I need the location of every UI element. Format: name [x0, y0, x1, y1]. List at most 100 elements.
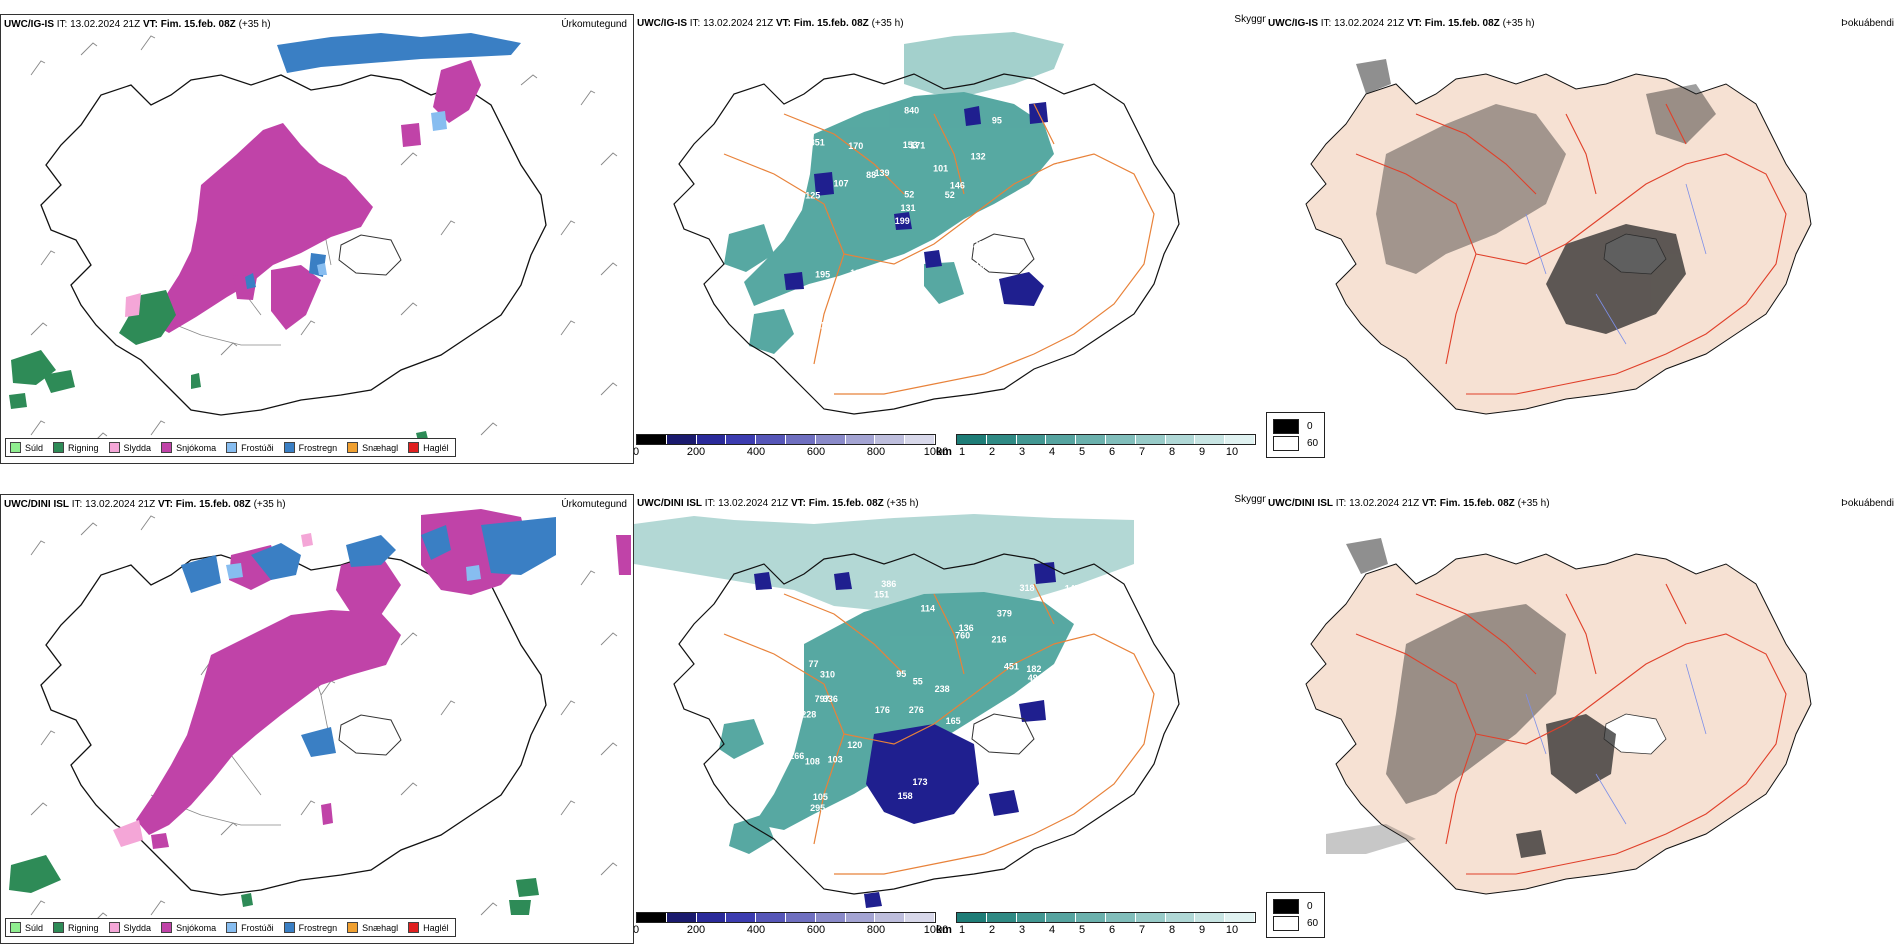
model-name: UWC/IG-IS [4, 19, 54, 30]
colorbar-tick: 600 [806, 924, 826, 936]
colorbar-cell [1076, 913, 1106, 922]
legend-label: Snjókoma [176, 442, 217, 453]
ceiling-value-label: 265 [800, 615, 815, 625]
legend-item: Snjókoma [161, 922, 216, 933]
ceiling-value-label: 797 [815, 694, 830, 704]
visibility-unit: km [936, 924, 952, 936]
fog-legend-row: 60 [1273, 436, 1318, 451]
panel-title: Úrkomutegund [561, 19, 627, 30]
ceiling-labels: 153 125 247 199 132 176 153 101 195 139 338 288 171 1… [793, 106, 1098, 340]
ceiling-value-label: 176 [980, 762, 995, 772]
colorbar-cell [845, 913, 876, 922]
rain-area [9, 855, 539, 915]
ceiling-value-label: 132 [971, 151, 986, 161]
fog-legend-row: 60 [1273, 916, 1318, 931]
fog-panel-top: UWC/IG-IS IT: 13.02.2024 21Z VT: Fim. 15… [1266, 14, 1900, 464]
fog-swatch [1273, 419, 1299, 434]
frz-rain-area [181, 517, 556, 757]
ceiling-value-label: 310 [820, 670, 835, 680]
legend-swatch [161, 922, 173, 933]
colorbar-cell [1195, 435, 1226, 444]
snow-area [151, 60, 481, 333]
ceiling-value-label: 386 [881, 579, 896, 589]
colorbar-tick: 3 [1018, 446, 1026, 458]
legend-label: Rigning [68, 442, 99, 453]
valid-time: Fim. 15.feb. 08Z [1424, 18, 1500, 29]
ceiling-value-label: 136 [1051, 674, 1066, 684]
fog-swatch [1273, 916, 1299, 931]
ceiling-map-top: 153 125 247 199 132 176 153 101 195 139 338 288 171 1… [673, 32, 1180, 415]
legend-swatch [347, 442, 359, 453]
colorbar-tick: 7 [1138, 924, 1146, 936]
ceiling-value-label: 760 [955, 630, 970, 640]
ceiling-value-label: 103 [828, 754, 843, 764]
ceiling-value-label: 195 [815, 270, 830, 280]
ceiling-value-label: 288 [841, 296, 856, 306]
ceiling-value-label: 840 [901, 285, 916, 295]
fog-legend-label: 60 [1307, 918, 1319, 929]
model-name: UWC/DINI ISL [637, 498, 702, 509]
legend-item: Haglél [408, 922, 449, 933]
fog-map-top [1305, 59, 1812, 415]
model-name: UWC/DINI ISL [4, 499, 69, 510]
lead-time: (+35 h) [253, 499, 286, 510]
visibility-unit: km [936, 446, 952, 458]
legend-swatch [283, 442, 295, 453]
valid-time-label: VT: [157, 499, 173, 510]
ceiling-value-label: 133 [1079, 674, 1094, 684]
ceiling-map-bottom: 386 379 287 276 165 336 265 216 228 760 238 295 151 1… [634, 514, 1180, 908]
colorbar-tick: 4 [1048, 446, 1056, 458]
ceiling-value-label: 201 [973, 239, 988, 249]
issue-time: IT: 13.02.2024 21Z [1320, 18, 1405, 29]
colorbar-cell [1105, 913, 1136, 922]
ceiling-value-label: 90 [1081, 750, 1091, 760]
colorbar-cell [1165, 435, 1196, 444]
colorbar-cell [1016, 913, 1047, 922]
ceiling-value-label: 276 [909, 705, 924, 715]
precip-map-top [9, 33, 618, 446]
ceiling-value-label: 95 [992, 116, 1002, 126]
fog-dark-areas [1356, 59, 1716, 334]
legend-swatch [226, 442, 238, 453]
ceiling-value-label: 295 [810, 803, 825, 813]
ceiling-value-label: 173 [913, 777, 928, 787]
model-name: UWC/IG-IS [637, 18, 687, 29]
colorbar-tick: 400 [746, 924, 766, 936]
ceiling-value-label: 190 [1071, 170, 1086, 180]
legend-label: Frostúði [241, 922, 274, 933]
valid-time: Fim. 15.feb. 08Z [808, 498, 884, 509]
legend-swatch [10, 442, 21, 453]
precip-type-panel-bottom: UWC/DINI ISL IT: 13.02.2024 21Z VT: Fim.… [0, 494, 634, 944]
ceiling-value-label: 77 [809, 659, 819, 669]
panel-header: UWC/DINI ISL IT: 13.02.2024 21Z VT: Fim.… [1268, 498, 1550, 509]
panel-title: Þokuábendi [1841, 498, 1894, 509]
lead-time: (+35 h) [871, 18, 904, 29]
colorbar-tick: 6 [1108, 446, 1116, 458]
legend-label: Haglél [423, 442, 449, 453]
ceiling-value-label: 151 [874, 590, 889, 600]
colorbar-tick: 400 [746, 446, 766, 458]
legend-label: Slydda [123, 922, 152, 933]
colorbar-cell [696, 913, 727, 922]
ceiling-value-label: 338 [793, 306, 808, 316]
colorbar-cell [726, 435, 757, 444]
colorbar-tick: 5 [1078, 924, 1086, 936]
legend-label: Haglél [423, 922, 449, 933]
ceiling-value-label: 182 [1026, 664, 1041, 674]
lead-time: (+35 h) [238, 19, 271, 30]
ceiling-value-label: 60 [1030, 779, 1040, 789]
issue-time: IT: 13.02.2024 21Z [704, 498, 789, 509]
ceiling-value-label: 207 [1083, 183, 1098, 193]
legend-item: Frostúði [226, 922, 274, 933]
ceiling-value-label: 195 [935, 330, 950, 340]
colorbar-cell [756, 913, 786, 922]
cloud-ceiling-panel-bottom: 386 379 287 276 165 336 265 216 228 760 238 295 151 1… [634, 494, 1270, 944]
visibility-colorbar: 1 2 3 4 5 6 7 8 9 10 km [936, 912, 1256, 937]
panel-title: Þokuábendi [1841, 18, 1894, 29]
frz-drizzle-area [317, 111, 447, 275]
colorbar-cell [756, 435, 786, 444]
legend-label: Frostregn [298, 922, 338, 933]
ceiling-value-label: 131 [901, 203, 916, 213]
issue-time: IT: 13.02.2024 21Z [1335, 498, 1420, 509]
panel-header: UWC/DINI ISL IT: 13.02.2024 21Z VT: Fim.… [4, 499, 286, 510]
